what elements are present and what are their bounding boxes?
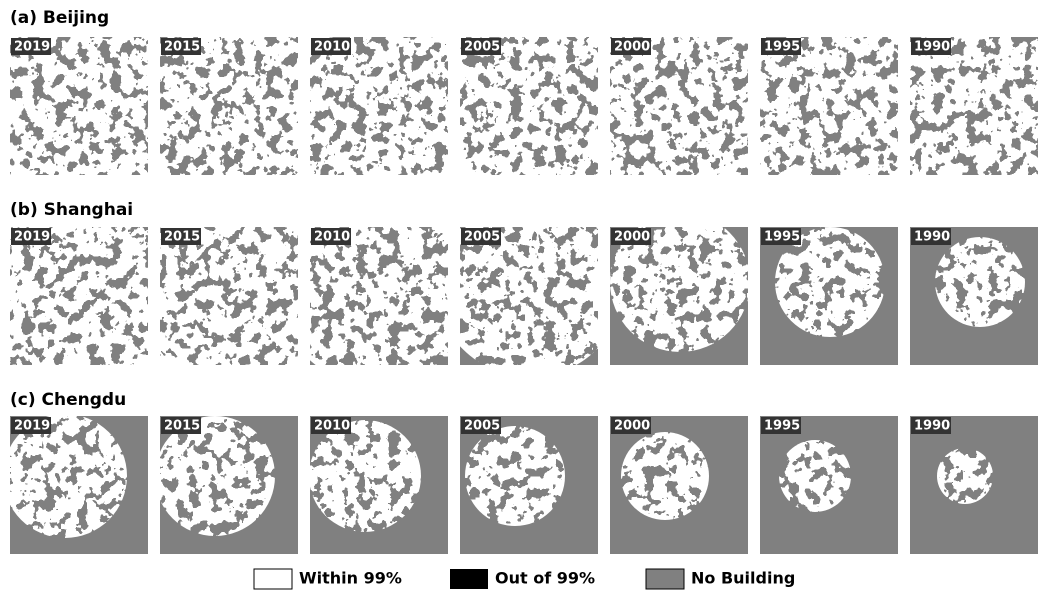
map-tile: 2015 xyxy=(160,416,298,554)
urban-area xyxy=(160,416,298,554)
map-tile: 2000 xyxy=(610,227,748,365)
year-label: 2005 xyxy=(464,230,500,245)
built-up xyxy=(160,37,298,175)
map-tile: 2019 xyxy=(10,227,148,365)
urban-area xyxy=(760,37,898,175)
built-up xyxy=(10,416,148,554)
map-tile: 2019 xyxy=(10,37,148,175)
legend-swatch xyxy=(646,569,684,589)
year-label: 2019 xyxy=(14,230,50,245)
urban-area xyxy=(160,227,298,365)
year-label: 2015 xyxy=(164,419,200,434)
map-tile: 2005 xyxy=(460,227,598,365)
built-up xyxy=(10,227,148,365)
built-up xyxy=(160,227,298,365)
urban-area xyxy=(310,416,448,554)
legend-swatch xyxy=(254,569,292,589)
built-up xyxy=(610,416,748,554)
built-up xyxy=(10,37,148,175)
panel: (c) Chengdu 2019 2015 2010 2005 2000 1995 1990 xyxy=(10,390,1038,554)
map-tile: 1995 xyxy=(760,227,898,365)
urban-area xyxy=(760,227,898,365)
urban-area xyxy=(760,416,898,554)
built-up xyxy=(610,37,748,175)
map-tile: 2005 xyxy=(460,37,598,175)
year-label: 2010 xyxy=(314,419,350,434)
map-tile: 2015 xyxy=(160,227,298,365)
map-tile: 1990 xyxy=(910,227,1038,365)
map-tile: 1990 xyxy=(910,416,1038,554)
panel-title: (b) Shanghai xyxy=(10,200,133,220)
urban-area xyxy=(460,227,598,365)
year-label: 2015 xyxy=(164,40,200,55)
panel: (b) Shanghai 2019 2015 2010 2005 2000 1995 1990 xyxy=(10,200,1038,365)
map-tile: 2019 xyxy=(10,416,148,554)
urban-area xyxy=(610,37,748,175)
urban-area xyxy=(910,227,1038,365)
legend: Within 99% Out of 99% No Building xyxy=(254,569,795,590)
urban-area xyxy=(460,416,598,554)
year-label: 2019 xyxy=(14,40,50,55)
built-up xyxy=(460,416,598,554)
urban-area xyxy=(910,416,1038,554)
built-up xyxy=(310,227,448,365)
map-tile: 2010 xyxy=(310,416,448,554)
built-up xyxy=(760,416,898,554)
built-up xyxy=(460,227,598,365)
year-label: 1995 xyxy=(764,419,800,434)
map-tile: 2005 xyxy=(460,416,598,554)
legend-label: Within 99% xyxy=(299,569,402,588)
legend-label: No Building xyxy=(691,569,795,588)
built-up xyxy=(760,227,898,365)
urban-area xyxy=(460,37,598,175)
year-label: 1990 xyxy=(914,419,950,434)
year-label: 2000 xyxy=(614,419,650,434)
figure: Within 99% Out of 99% No Building (a) Be… xyxy=(0,0,1038,590)
urban-area xyxy=(310,37,448,175)
urban-area xyxy=(10,227,148,365)
year-label: 1995 xyxy=(764,40,800,55)
year-label: 2005 xyxy=(464,40,500,55)
built-up xyxy=(910,37,1038,175)
map-tile: 1995 xyxy=(760,416,898,554)
built-up xyxy=(910,227,1038,365)
panel-title: (a) Beijing xyxy=(10,8,109,28)
built-up xyxy=(460,37,598,175)
map-tile: 1990 xyxy=(910,37,1038,175)
legend-label: Out of 99% xyxy=(495,569,595,588)
year-label: 1995 xyxy=(764,230,800,245)
year-label: 1990 xyxy=(914,40,950,55)
built-up xyxy=(310,37,448,175)
year-label: 2010 xyxy=(314,40,350,55)
map-tile: 2000 xyxy=(610,37,748,175)
urban-area xyxy=(610,227,748,365)
year-label: 2015 xyxy=(164,230,200,245)
built-up xyxy=(160,416,298,554)
year-label: 1990 xyxy=(914,230,950,245)
year-label: 2005 xyxy=(464,419,500,434)
built-up xyxy=(910,416,1038,554)
map-tile: 1995 xyxy=(760,37,898,175)
map-tile: 2000 xyxy=(610,416,748,554)
year-label: 2010 xyxy=(314,230,350,245)
urban-area xyxy=(160,37,298,175)
year-label: 2019 xyxy=(14,419,50,434)
year-label: 2000 xyxy=(614,40,650,55)
urban-area xyxy=(10,416,148,554)
map-tile: 2010 xyxy=(310,37,448,175)
panel: (a) Beijing 2019 2015 2010 2005 2000 1995 1990 xyxy=(10,8,1038,175)
panel-title: (c) Chengdu xyxy=(10,390,126,410)
map-tile: 2010 xyxy=(310,227,448,365)
urban-area xyxy=(610,416,748,554)
built-up xyxy=(610,227,748,365)
urban-area xyxy=(910,37,1038,175)
urban-area xyxy=(10,37,148,175)
map-tile: 2015 xyxy=(160,37,298,175)
year-label: 2000 xyxy=(614,230,650,245)
urban-area xyxy=(310,227,448,365)
built-up xyxy=(310,416,448,554)
legend-swatch xyxy=(450,569,488,589)
built-up xyxy=(760,37,898,175)
